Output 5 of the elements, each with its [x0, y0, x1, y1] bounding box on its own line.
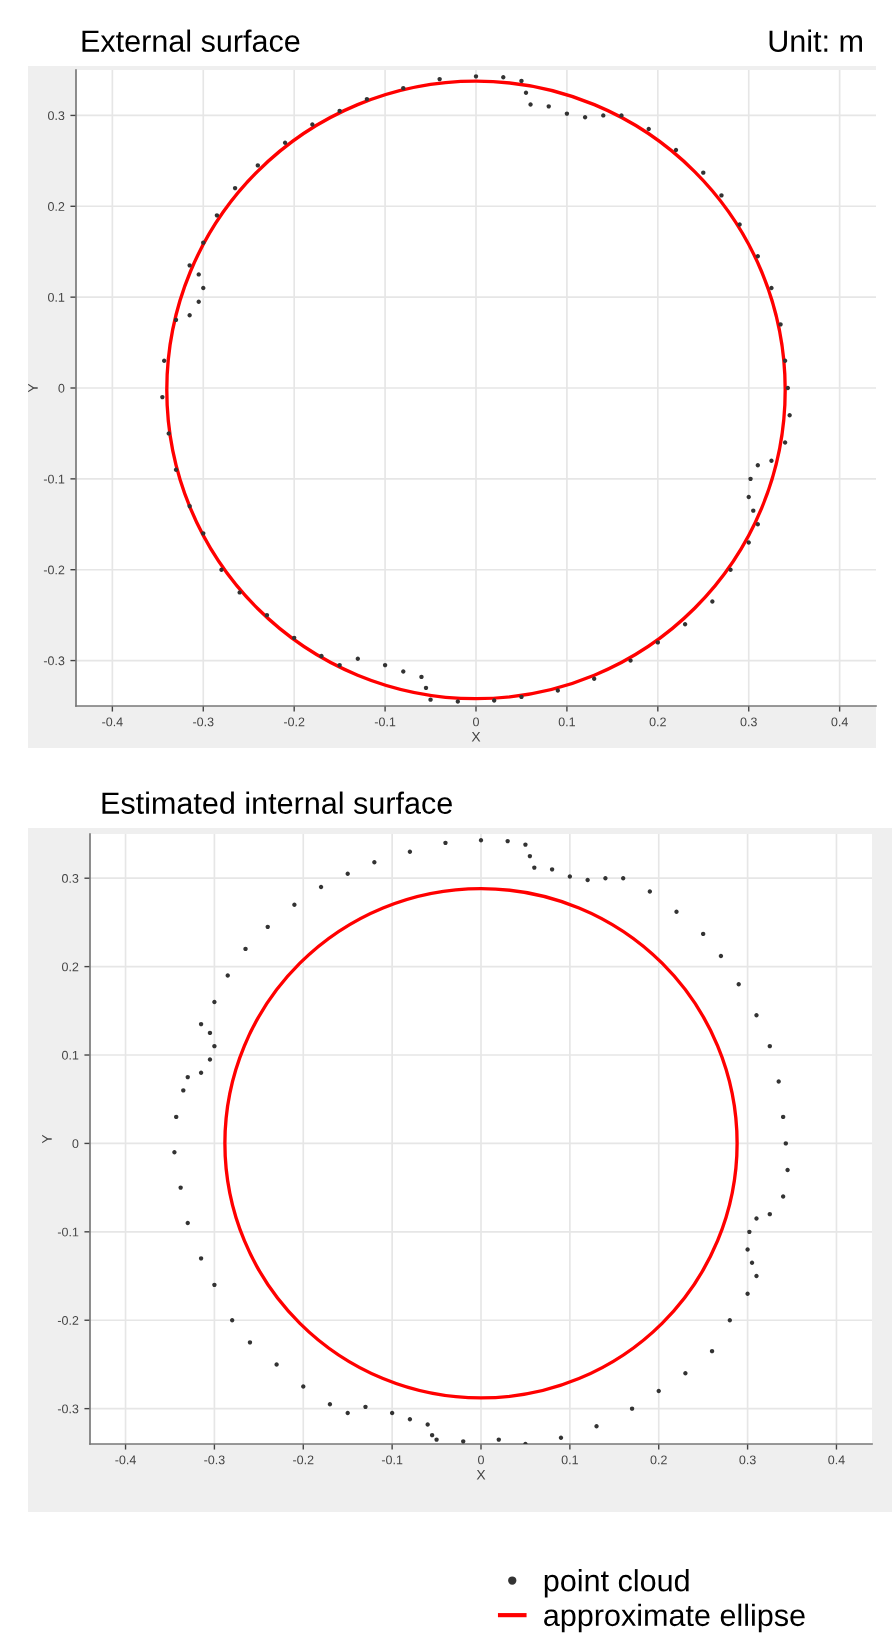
text: approximate ellipse [544, 1603, 805, 1633]
chart-title: External surface [82, 29, 300, 52]
chart-title: Estimated internal surface [102, 791, 452, 814]
text: Unit: m [769, 29, 862, 52]
legend-label: point cloud [544, 1569, 689, 1598]
